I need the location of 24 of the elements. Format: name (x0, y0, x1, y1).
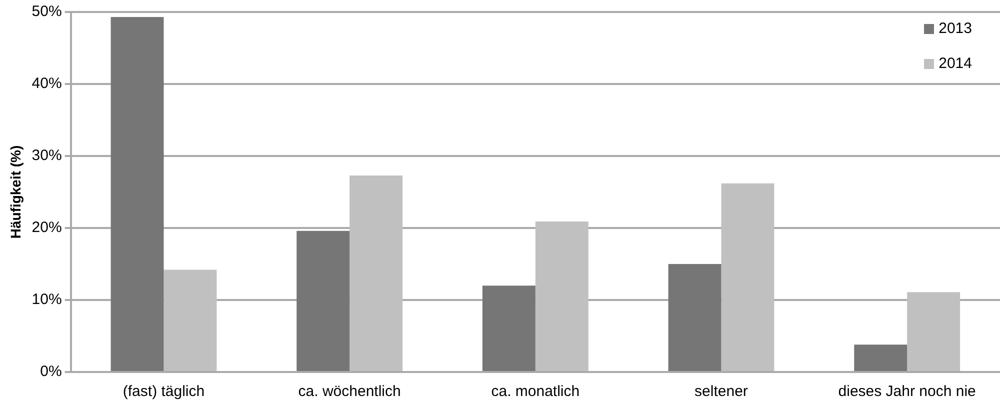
bar (668, 264, 722, 371)
y-tick-label: 10% (32, 291, 62, 308)
y-tick-label: 50% (32, 3, 62, 20)
bar (854, 344, 908, 371)
y-tick-label: 30% (32, 147, 62, 164)
y-tick-label: 20% (32, 219, 62, 236)
bar (482, 286, 536, 371)
x-tick-label: dieses Jahr noch nie (838, 383, 976, 400)
x-tick-label: seltener (694, 383, 748, 400)
y-axis-title: Häufigkeit (%) (7, 145, 24, 239)
bar (296, 230, 350, 371)
bar (907, 292, 960, 371)
legend-label: 2013 (938, 20, 972, 37)
x-tick-label: ca. monatlich (491, 383, 580, 400)
y-tick-label: 0% (40, 363, 62, 380)
bar (110, 17, 164, 371)
bar (535, 222, 588, 371)
y-tick-label: 40% (32, 75, 62, 92)
x-tick-label: (fast) täglich (122, 383, 205, 400)
legend-label: 2014 (938, 55, 972, 72)
bar (350, 175, 403, 371)
bar (164, 270, 217, 371)
bar (721, 183, 774, 371)
x-tick-label: ca. wöchentlich (298, 383, 401, 400)
